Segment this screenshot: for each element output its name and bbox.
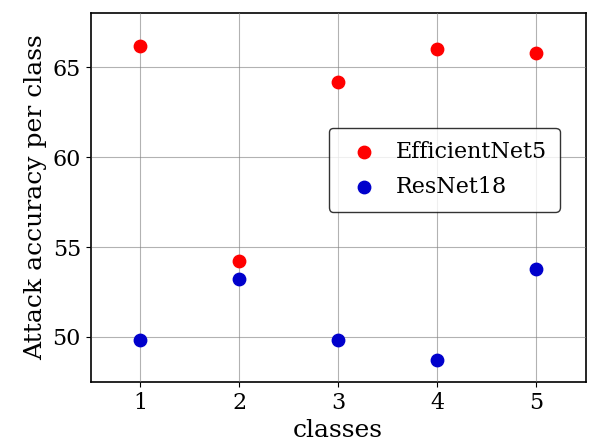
ResNet18 [532, 265, 541, 272]
EfficientNet5 [532, 49, 541, 56]
Legend: EfficientNet5, ResNet18: EfficientNet5, ResNet18 [329, 127, 560, 212]
ResNet18 [234, 276, 244, 283]
ResNet18 [333, 337, 343, 344]
EfficientNet5 [432, 46, 442, 53]
ResNet18 [432, 357, 442, 364]
EfficientNet5 [135, 42, 145, 49]
X-axis label: classes: classes [293, 419, 384, 442]
Y-axis label: Attack accuracy per class: Attack accuracy per class [24, 35, 47, 361]
ResNet18 [135, 337, 145, 344]
EfficientNet5 [234, 258, 244, 265]
EfficientNet5 [333, 78, 343, 85]
